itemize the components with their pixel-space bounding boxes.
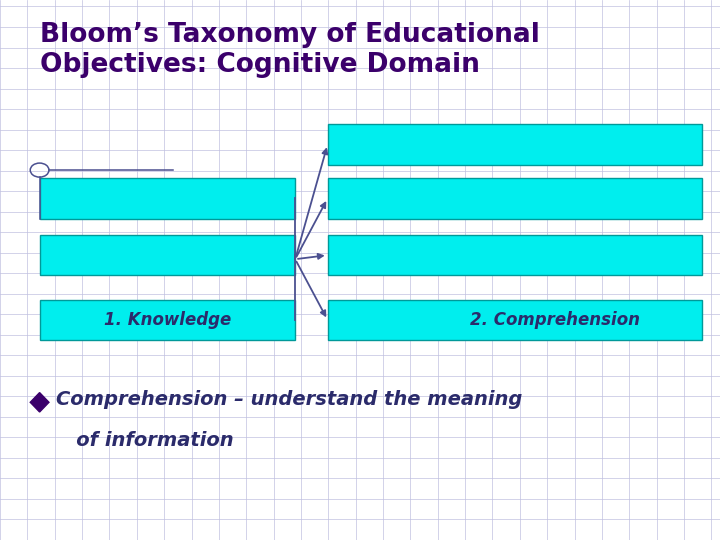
Polygon shape (30, 393, 49, 412)
FancyBboxPatch shape (328, 300, 702, 340)
FancyArrowPatch shape (297, 202, 325, 256)
FancyBboxPatch shape (40, 300, 295, 340)
FancyArrowPatch shape (297, 262, 325, 316)
Text: 2. Comprehension: 2. Comprehension (470, 311, 640, 329)
FancyArrowPatch shape (296, 149, 328, 256)
Text: 1. Knowledge: 1. Knowledge (104, 311, 231, 329)
FancyBboxPatch shape (328, 178, 702, 219)
FancyArrowPatch shape (298, 254, 323, 259)
Text: of information: of information (56, 430, 234, 450)
FancyBboxPatch shape (328, 235, 702, 275)
Text: Bloom’s Taxonomy of Educational
Objectives: Cognitive Domain: Bloom’s Taxonomy of Educational Objectiv… (40, 22, 539, 78)
FancyBboxPatch shape (40, 178, 295, 219)
FancyBboxPatch shape (328, 124, 702, 165)
FancyBboxPatch shape (40, 235, 295, 275)
Text: Comprehension – understand the meaning: Comprehension – understand the meaning (56, 390, 523, 409)
